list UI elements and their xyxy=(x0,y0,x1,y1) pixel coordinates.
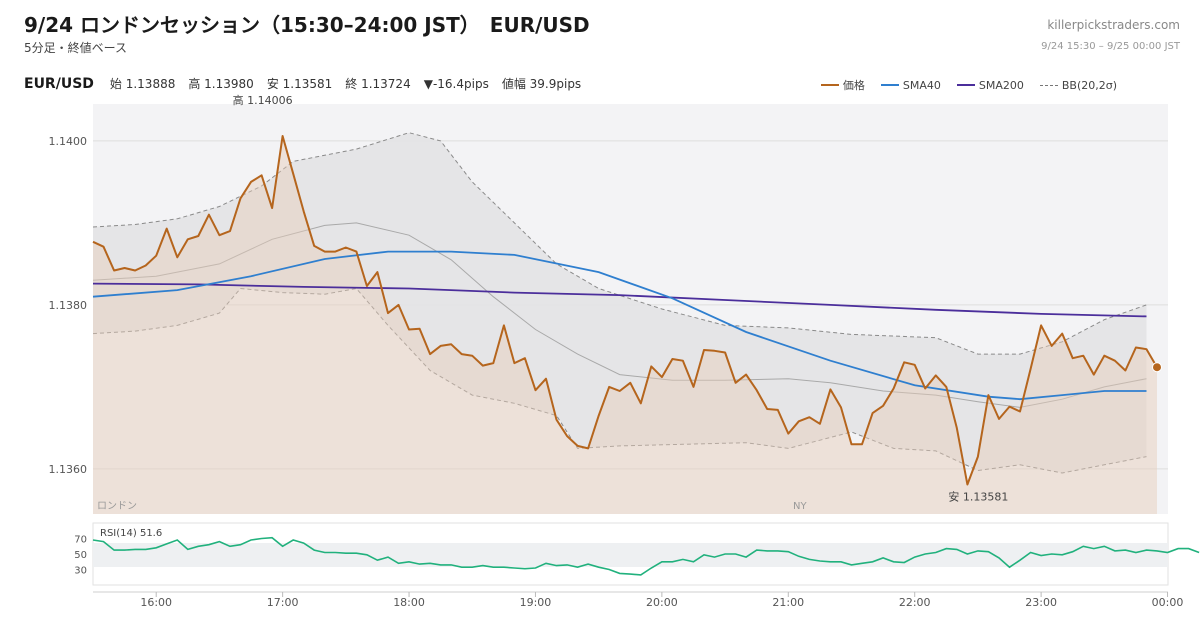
legend-sma200-label: SMA200 xyxy=(978,78,1024,92)
legend-bb: BB(20,2σ) xyxy=(1039,78,1117,92)
x-tick-label: 16:00 xyxy=(140,596,172,609)
stat-high: 高 1.13980 xyxy=(188,77,254,91)
x-tick-label: 00:00 xyxy=(1152,596,1184,609)
rsi-tick-label: 50 xyxy=(74,550,87,561)
legend-sma40: SMA40 xyxy=(880,78,941,92)
rsi-tick-label: 30 xyxy=(74,566,87,577)
legend-sma200-swatch xyxy=(956,84,975,86)
price-area-fill xyxy=(93,136,1157,514)
page-title: 9/24 ロンドンセッション（15:30–24:00 JST） EUR/USD xyxy=(24,13,590,37)
legend-bb-label: BB(20,2σ) xyxy=(1061,78,1117,92)
rsi-label: RSI(14) 51.6 xyxy=(100,528,162,539)
x-tick-label: 20:00 xyxy=(646,596,678,609)
sma40-line xyxy=(92,250,1147,401)
legend-price: 価格 xyxy=(820,77,865,93)
last-price-marker xyxy=(1152,362,1162,373)
bb-upper-line xyxy=(92,132,1147,355)
legend-sma40-label: SMA40 xyxy=(902,78,941,92)
x-tick-label: 17:00 xyxy=(267,596,299,609)
x-tick-label: 19:00 xyxy=(520,596,552,609)
price-line xyxy=(92,135,1158,486)
page-subtitle: 5分足・終値ベース xyxy=(24,41,128,55)
stat-open: 始 1.13888 xyxy=(109,77,176,91)
x-tick-label: 21:00 xyxy=(772,596,804,609)
y-tick-label: 1.1400 xyxy=(49,135,88,148)
bb-band-fill xyxy=(93,132,1147,473)
x-tick-label: 18:00 xyxy=(393,596,425,609)
legend-sma200: SMA200 xyxy=(956,78,1024,92)
date-range: 9/24 15:30 – 9/25 00:00 JST xyxy=(1041,41,1180,52)
site-name: killerpickstraders.com xyxy=(1047,18,1180,32)
y-tick-label: 1.1360 xyxy=(49,463,88,476)
stat-low: 安 1.13581 xyxy=(266,77,333,91)
rsi-tick-label: 70 xyxy=(74,535,87,546)
legend-price-swatch xyxy=(820,84,839,86)
rsi-line xyxy=(92,536,1200,576)
symbol-label: EUR/USD xyxy=(24,76,94,92)
chart-legend: 価格 SMA40 SMA200 BB(20,2σ) xyxy=(805,77,1117,93)
stat-close: 終 1.13724 xyxy=(345,77,411,91)
stat-change: ▼-16.4pips xyxy=(423,77,489,91)
legend-sma40-swatch xyxy=(880,84,899,86)
legend-price-label: 価格 xyxy=(842,79,865,92)
low-annotation: 安 1.13581 xyxy=(948,489,1008,503)
session-label-london: ロンドン xyxy=(97,501,137,512)
bb-lower-line xyxy=(92,287,1147,474)
x-tick-label: 22:00 xyxy=(899,596,931,609)
stats-bar: EUR/USD 始 1.13888 高 1.13980 安 1.13581 終 … xyxy=(24,75,594,92)
stat-width: 値幅 39.9pips xyxy=(501,77,582,91)
x-tick-label: 23:00 xyxy=(1025,596,1057,609)
y-tick-label: 1.1380 xyxy=(49,299,88,312)
legend-bb-swatch xyxy=(1039,84,1058,86)
high-annotation: 高 1.14006 xyxy=(233,93,293,107)
sma200-line xyxy=(92,282,1147,318)
rsi-band xyxy=(93,543,1168,567)
session-label-ny: NY xyxy=(793,501,807,512)
